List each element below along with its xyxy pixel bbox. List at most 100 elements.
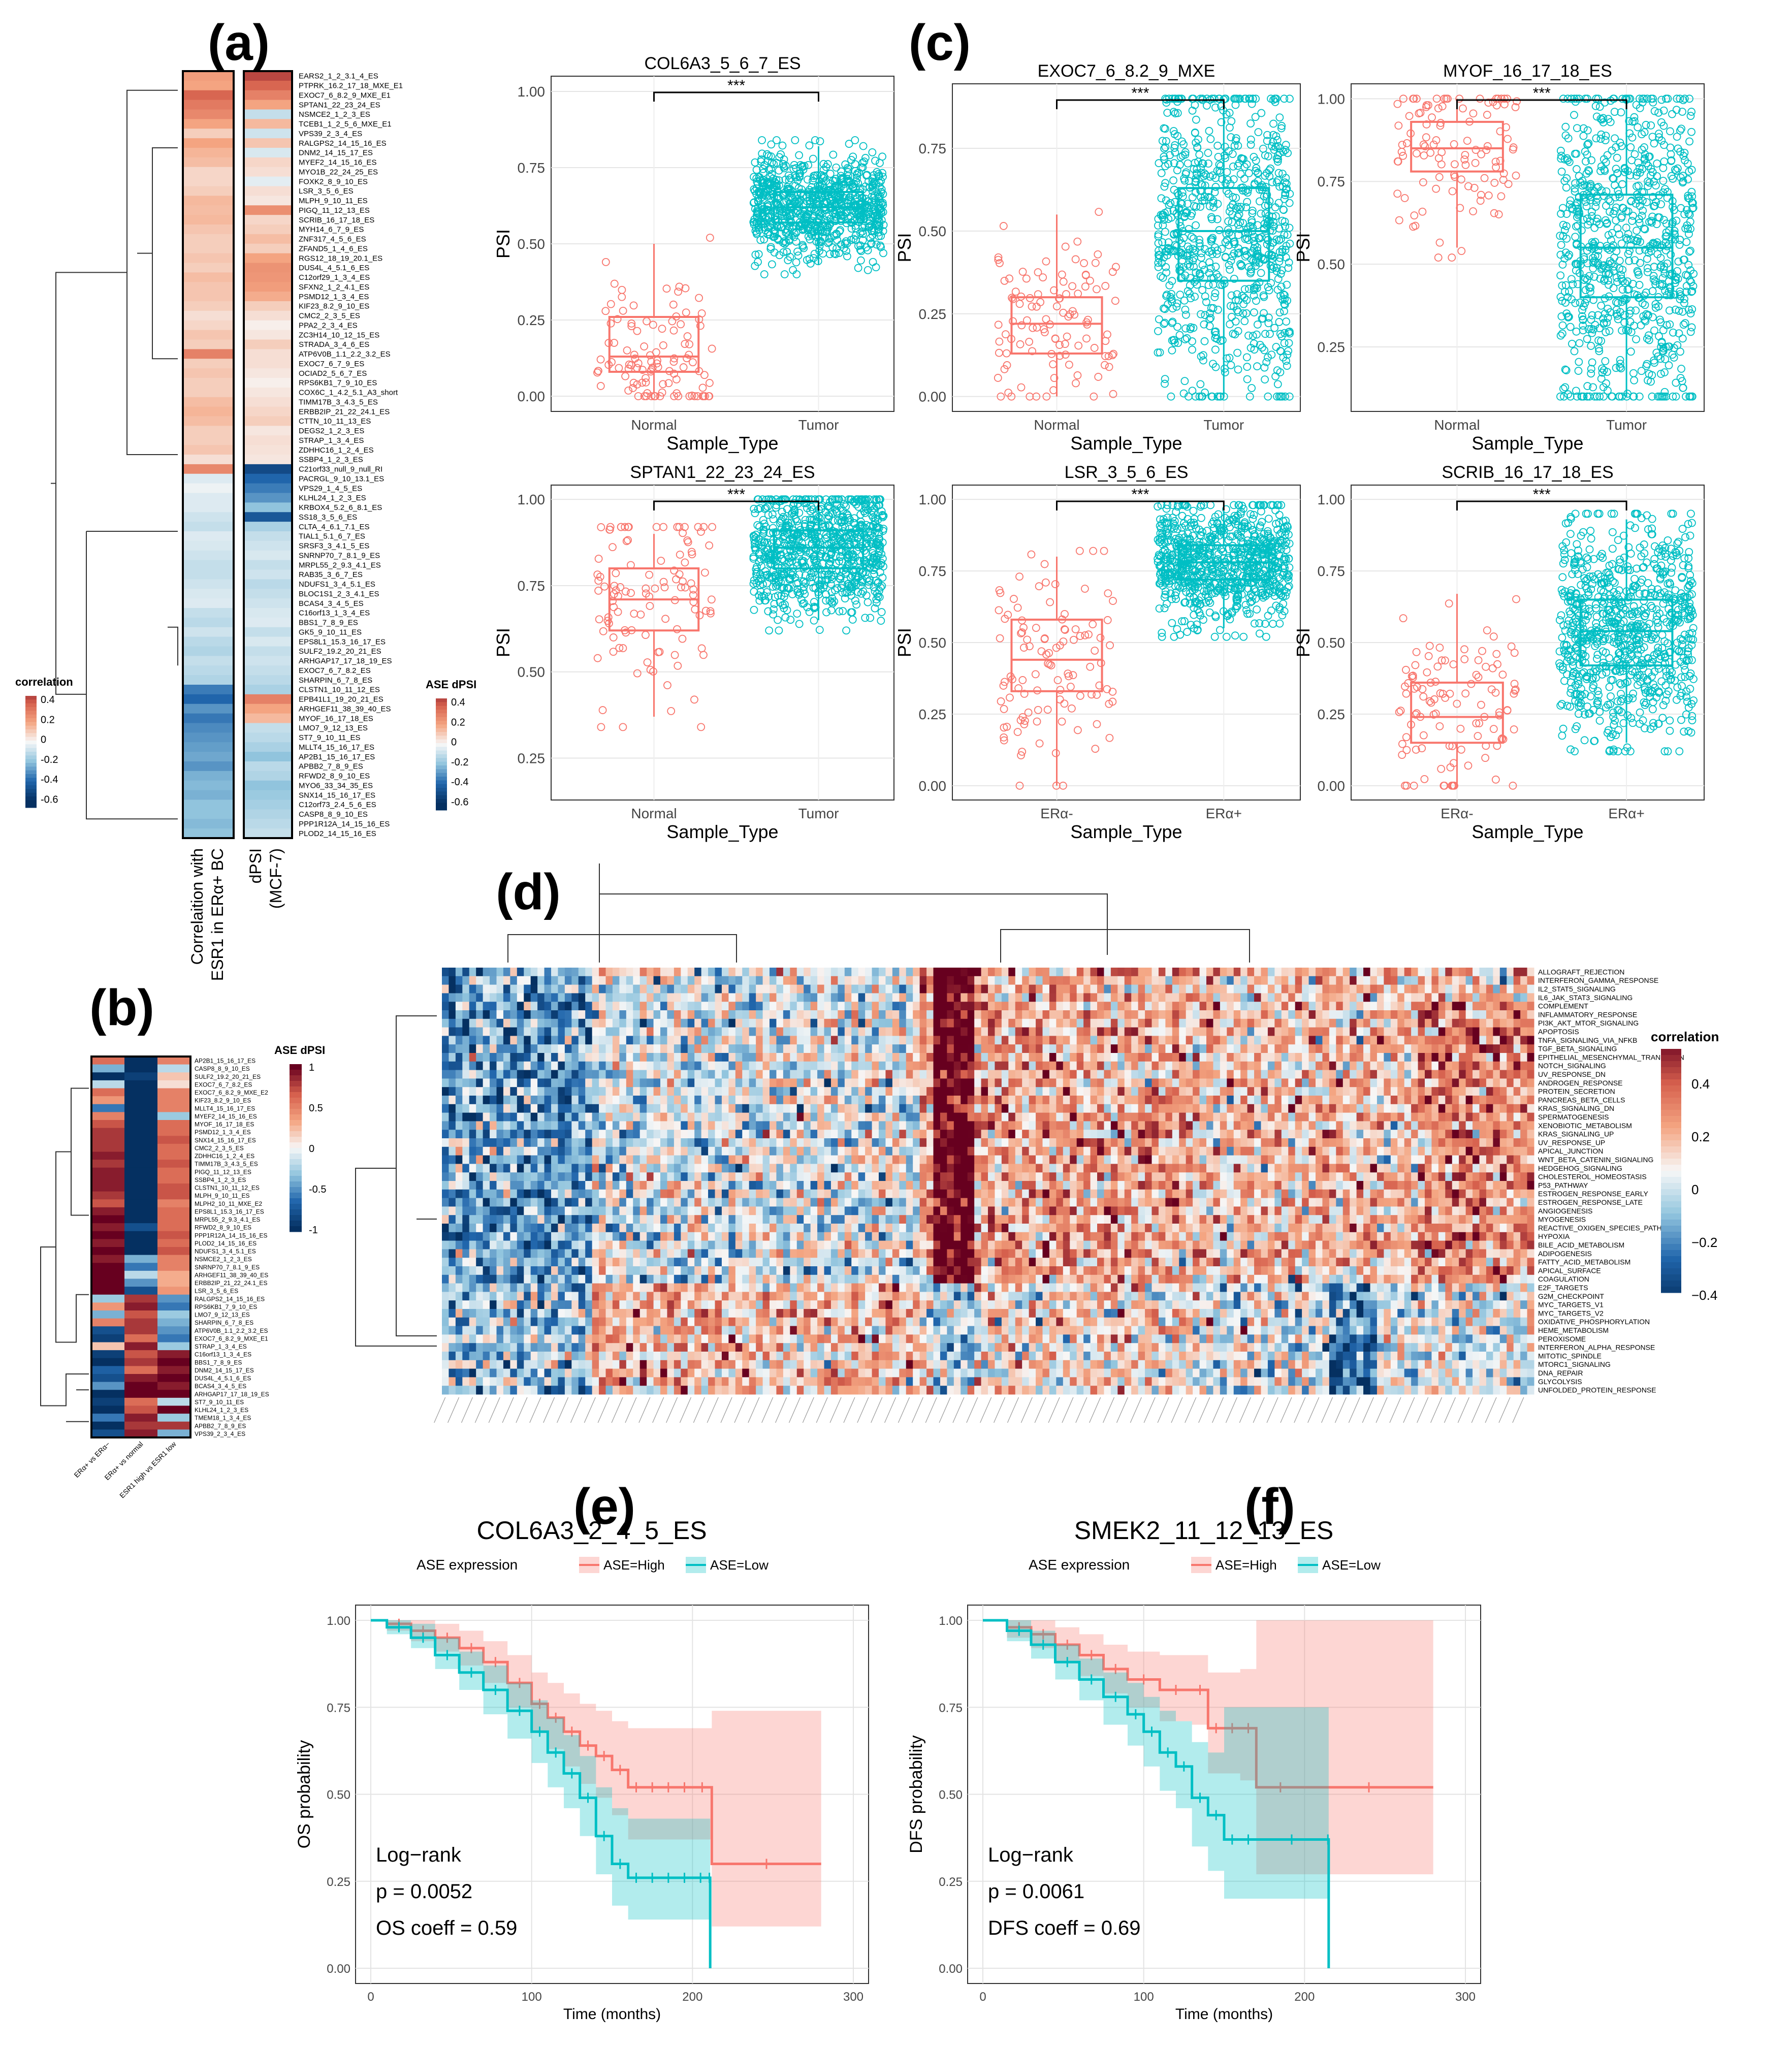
a-legend-dpsi-swatch: [436, 777, 447, 781]
c-point: [1217, 118, 1226, 126]
b-legend-swatch: [290, 1126, 302, 1132]
c-point: [1000, 365, 1009, 373]
c-point: [815, 242, 824, 250]
c-point: [1094, 250, 1102, 259]
a-corr-cell: [183, 359, 234, 369]
c-point: [1081, 270, 1090, 279]
a-corr-cell: [183, 761, 234, 772]
c-ylabel: PSI: [894, 628, 915, 657]
c-point: [865, 177, 873, 186]
a-row-label: ST7_9_10_11_ES: [299, 733, 361, 742]
a-row-label: PPA2_2_3_4_ES: [299, 321, 358, 330]
c-point: [808, 183, 816, 191]
c-point: [670, 369, 678, 378]
a-dpsi-cell: [244, 435, 292, 445]
a-row-label: RAB35_3_6_7_ES: [299, 570, 363, 579]
a-dpsi-cell: [244, 272, 292, 282]
b-cell: [124, 1278, 158, 1287]
a-column-label: ESR1 in ERα+ BC: [208, 848, 227, 981]
c-point: [754, 210, 762, 218]
c-point: [764, 202, 773, 210]
a-row-label: CLSTN1_10_11_12_ES: [299, 686, 380, 694]
panel-c-label: (c): [909, 14, 971, 71]
c-subplot: SPTAN1_22_23_24_ES0.250.500.751.00Normal…: [493, 463, 894, 842]
a-legend-dpsi-swatch: [436, 721, 447, 725]
c-point: [1271, 372, 1280, 380]
c-point: [879, 249, 887, 258]
a-corr-cell: [183, 780, 234, 791]
b-cell: [91, 1120, 125, 1129]
c-point: [777, 223, 785, 232]
b-cell: [157, 1334, 191, 1343]
c-point: [773, 136, 781, 144]
b-cell: [91, 1421, 125, 1430]
c-point: [763, 178, 772, 186]
c-point: [1195, 239, 1204, 247]
c-point: [1242, 309, 1251, 317]
a-row-label: BBS1_7_8_9_ES: [299, 619, 358, 627]
c-point: [851, 136, 859, 144]
c-point: [868, 148, 877, 156]
b-legend-swatch: [290, 1181, 302, 1188]
c-point: [1285, 328, 1293, 336]
c-point: [1226, 265, 1234, 274]
a-row-label: MYH14_6_7_9_ES: [299, 226, 364, 234]
b-row-label: MYOF_16_17_18_ES: [195, 1121, 254, 1128]
panel-a-label: (a): [208, 14, 270, 71]
c-sig-stars: ***: [1131, 85, 1149, 102]
a-dpsi-cell: [244, 713, 292, 724]
a-corr-cell: [183, 685, 234, 695]
b-column-label: ESR1 high vs ESR1 low: [118, 1439, 178, 1499]
c-point: [1168, 304, 1177, 313]
c-point: [1230, 142, 1239, 150]
b-cell: [157, 1191, 191, 1200]
a-dpsi-cell: [244, 723, 292, 733]
b-cell: [91, 1183, 125, 1192]
c-point: [766, 245, 775, 253]
b-cell: [124, 1160, 158, 1168]
b-cell: [124, 1270, 158, 1279]
c-point: [1009, 317, 1017, 326]
a-row-label: C12orf29_1_3_4_ES: [299, 273, 370, 282]
a-corr-cell: [183, 455, 234, 465]
c-point: [826, 250, 834, 259]
a-row-label: ZFAND5_1_4_6_ES: [299, 244, 368, 253]
c-ytick: 0.50: [518, 236, 546, 252]
c-point: [1172, 302, 1181, 311]
a-dpsi-cell: [244, 119, 292, 129]
c-point: [879, 201, 887, 209]
a-corr-cell: [183, 752, 234, 762]
b-cell: [124, 1421, 158, 1430]
c-point: [780, 189, 788, 198]
a-dpsi-cell: [244, 426, 292, 436]
c-point: [659, 341, 667, 349]
a-corr-cell: [183, 378, 234, 388]
a-row-label: BLOC1S1_2_3_4.1_ES: [299, 590, 379, 598]
a-dpsi-cell: [244, 646, 292, 656]
b-cell: [124, 1287, 158, 1295]
c-point: [754, 198, 762, 206]
c-point: [1108, 351, 1117, 360]
a-corr-cell: [183, 406, 234, 417]
c-point: [1050, 374, 1059, 382]
c-point: [1273, 380, 1282, 389]
c-point: [1279, 353, 1288, 362]
b-cell: [124, 1255, 158, 1263]
c-point: [1252, 164, 1261, 172]
a-col1-border: [182, 70, 235, 839]
c-point: [854, 264, 862, 272]
b-row-label: DUS4L_4_5.1_6_ES: [195, 1375, 251, 1382]
a-dpsi-cell: [244, 512, 292, 522]
c-point: [791, 136, 799, 144]
c-point: [1051, 334, 1060, 343]
a-row-label: AP2B1_15_16_17_ES: [299, 753, 375, 761]
c-point: [760, 270, 769, 278]
a-legend-corr-swatch: [25, 755, 37, 760]
c-point: [1211, 327, 1220, 336]
c-point: [1202, 298, 1210, 306]
c-ytick: 0.25: [919, 707, 947, 722]
b-cell: [124, 1231, 158, 1239]
c-ylabel: PSI: [493, 628, 514, 657]
c-point: [871, 156, 879, 165]
c-point: [752, 184, 761, 193]
